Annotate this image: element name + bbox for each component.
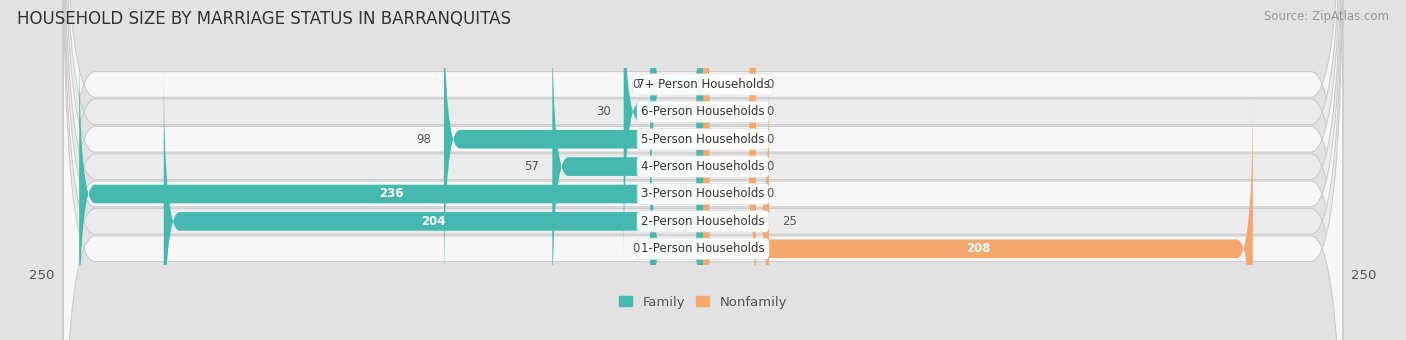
Text: 1-Person Households: 1-Person Households [641,242,765,255]
FancyBboxPatch shape [650,94,703,340]
FancyBboxPatch shape [63,0,1343,340]
Text: 0: 0 [766,78,773,91]
Text: 0: 0 [766,105,773,118]
FancyBboxPatch shape [703,0,756,239]
FancyBboxPatch shape [650,0,703,239]
FancyBboxPatch shape [63,0,1343,340]
Text: 0: 0 [633,78,640,91]
Text: 5-Person Households: 5-Person Households [641,133,765,146]
FancyBboxPatch shape [703,66,769,340]
Text: 98: 98 [416,133,430,146]
FancyBboxPatch shape [63,0,1343,340]
Text: 6-Person Households: 6-Person Households [641,105,765,118]
FancyBboxPatch shape [703,12,756,322]
FancyBboxPatch shape [63,0,1343,340]
FancyBboxPatch shape [63,0,1343,340]
Text: 4-Person Households: 4-Person Households [641,160,765,173]
Text: 57: 57 [524,160,538,173]
FancyBboxPatch shape [553,12,703,322]
Text: 3-Person Households: 3-Person Households [641,187,765,201]
Text: 0: 0 [766,133,773,146]
Text: 204: 204 [422,215,446,228]
FancyBboxPatch shape [703,0,756,294]
FancyBboxPatch shape [703,0,756,267]
FancyBboxPatch shape [703,94,1253,340]
Text: 208: 208 [966,242,990,255]
FancyBboxPatch shape [63,0,1343,340]
Text: Source: ZipAtlas.com: Source: ZipAtlas.com [1264,10,1389,23]
Text: 0: 0 [633,242,640,255]
Text: 236: 236 [378,187,404,201]
Text: 25: 25 [782,215,797,228]
FancyBboxPatch shape [79,39,703,340]
Text: 7+ Person Households: 7+ Person Households [637,78,769,91]
Text: 0: 0 [766,160,773,173]
FancyBboxPatch shape [163,66,703,340]
Text: 2-Person Households: 2-Person Households [641,215,765,228]
FancyBboxPatch shape [703,39,756,340]
FancyBboxPatch shape [624,0,703,267]
Text: HOUSEHOLD SIZE BY MARRIAGE STATUS IN BARRANQUITAS: HOUSEHOLD SIZE BY MARRIAGE STATUS IN BAR… [17,10,510,28]
FancyBboxPatch shape [63,0,1343,340]
FancyBboxPatch shape [444,0,703,294]
Text: 0: 0 [766,187,773,201]
Text: 30: 30 [596,105,610,118]
Legend: Family, Nonfamily: Family, Nonfamily [613,290,793,314]
